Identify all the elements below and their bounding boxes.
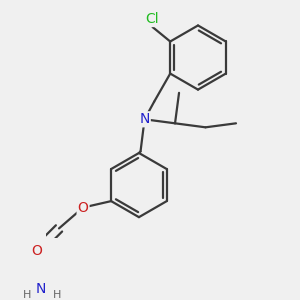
Text: O: O [31,244,42,258]
Text: H: H [52,290,61,300]
Text: O: O [78,200,88,214]
Text: N: N [35,282,46,296]
Text: H: H [23,290,31,300]
Text: Cl: Cl [145,12,159,26]
Text: N: N [140,112,150,126]
